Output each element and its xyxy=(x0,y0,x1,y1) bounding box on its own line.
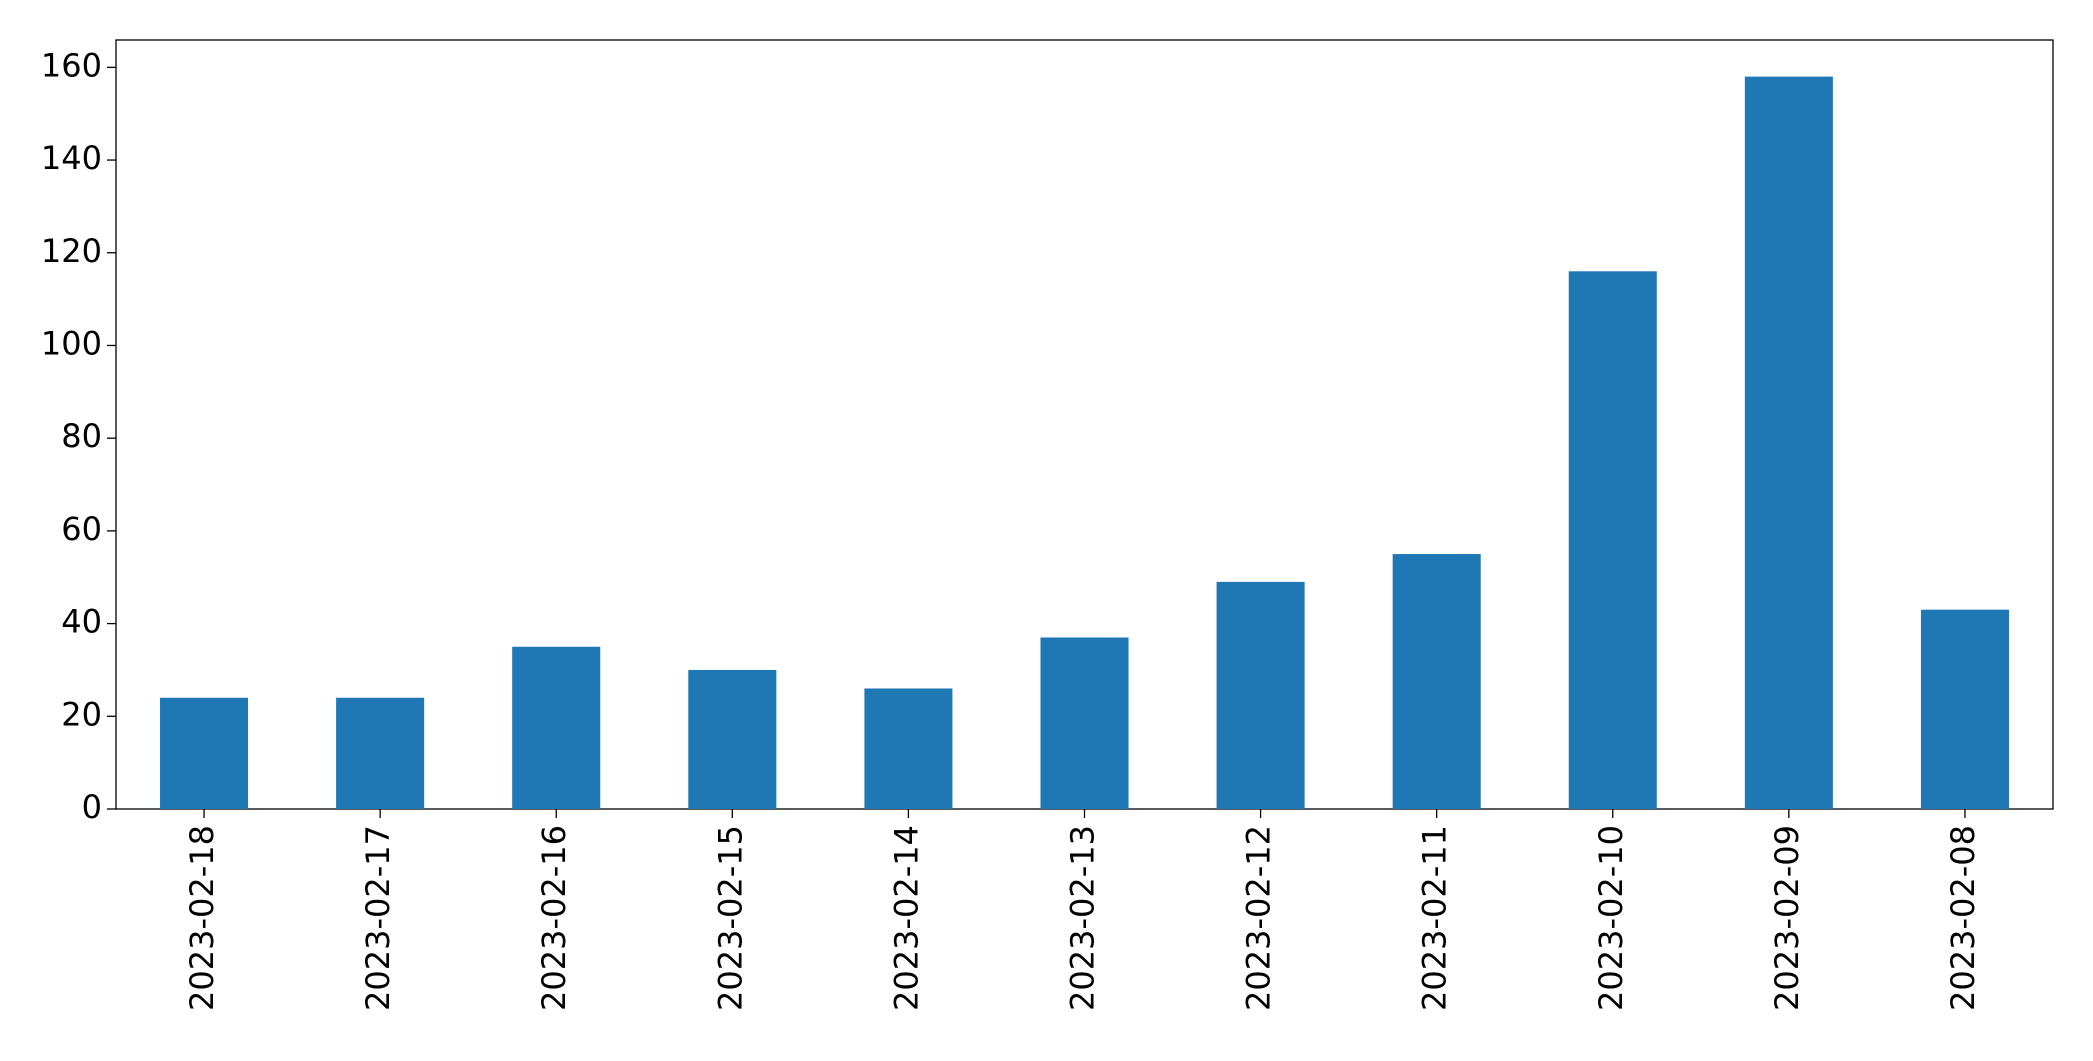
x-tick-label: 2023-02-12 xyxy=(1240,825,1278,1011)
y-tick-label: 100 xyxy=(41,324,102,362)
bar xyxy=(336,697,425,809)
y-tick-label: 60 xyxy=(61,510,102,548)
y-tick-label: 140 xyxy=(41,139,102,177)
x-tick-label: 2023-02-08 xyxy=(1944,825,1982,1011)
x-tick-label: 2023-02-15 xyxy=(711,825,749,1011)
x-tick-label: 2023-02-17 xyxy=(359,825,397,1011)
bar xyxy=(512,646,601,809)
x-tick-label: 2023-02-09 xyxy=(1768,825,1806,1011)
x-tick-label: 2023-02-18 xyxy=(183,825,221,1011)
y-tick-label: 160 xyxy=(41,46,102,84)
x-tick-label: 2023-02-13 xyxy=(1064,825,1102,1011)
bar xyxy=(688,669,777,809)
y-tick-label: 80 xyxy=(61,417,102,455)
bar xyxy=(1040,637,1129,809)
y-tick-label: 0 xyxy=(82,788,102,826)
bar xyxy=(1392,554,1481,809)
y-tick-label: 40 xyxy=(61,603,102,641)
bar xyxy=(1216,581,1305,809)
bar xyxy=(1744,76,1833,810)
bar xyxy=(1920,609,2009,809)
bar xyxy=(1568,271,1657,809)
x-tick-label: 2023-02-11 xyxy=(1416,825,1454,1011)
y-tick-label: 20 xyxy=(61,695,102,733)
x-tick-label: 2023-02-16 xyxy=(535,825,573,1011)
x-tick-label: 2023-02-10 xyxy=(1592,825,1630,1011)
bar xyxy=(160,697,249,809)
bar xyxy=(864,688,953,809)
y-tick-label: 120 xyxy=(41,232,102,270)
x-tick-label: 2023-02-14 xyxy=(887,825,925,1011)
